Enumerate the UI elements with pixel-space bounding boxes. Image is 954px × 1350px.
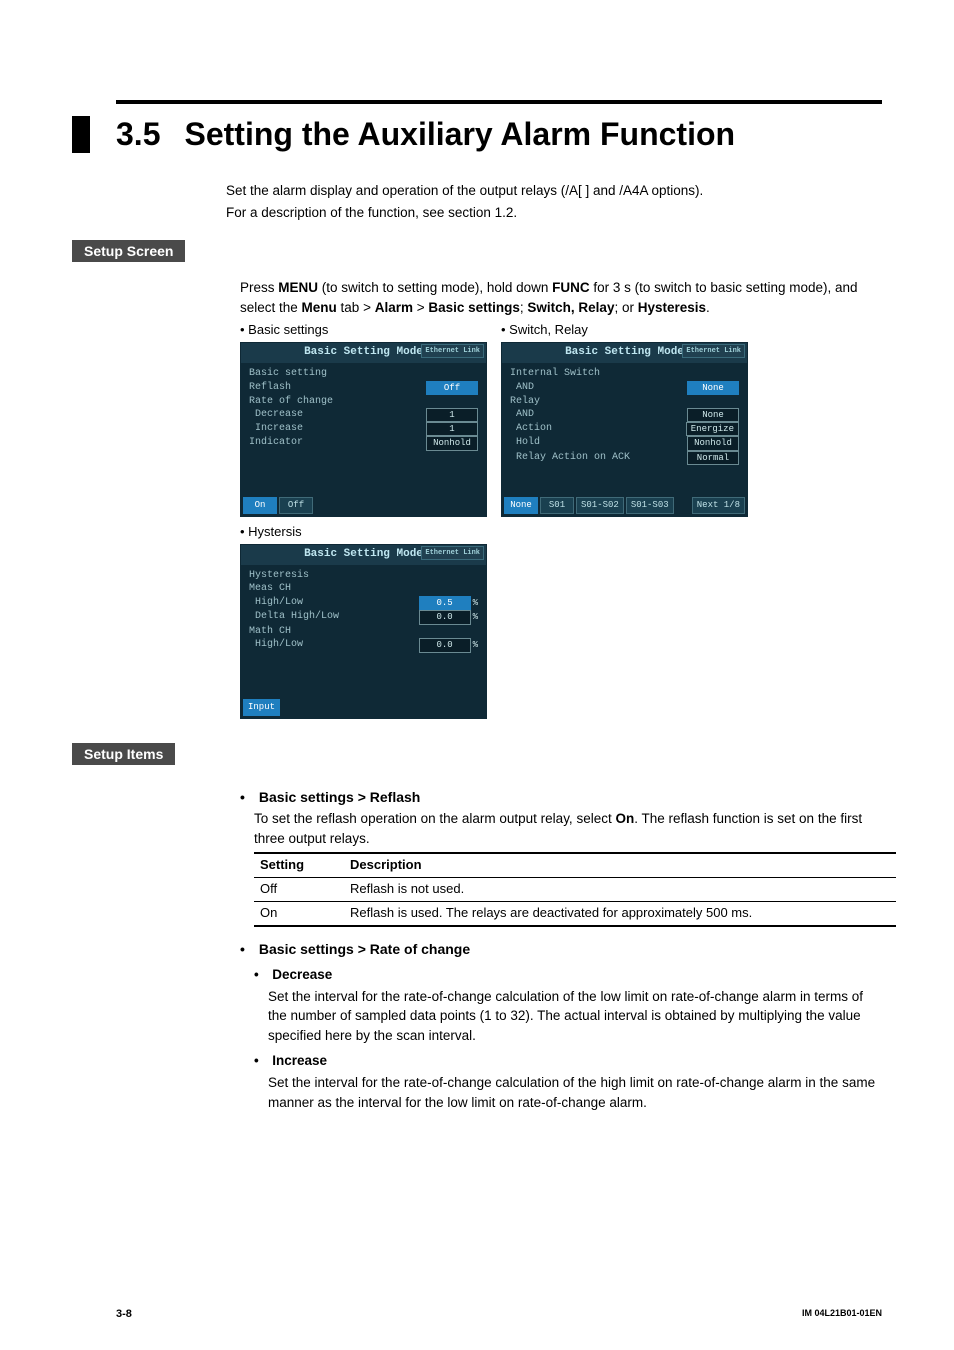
- ethernet-link-badge: Ethernet Link: [421, 546, 484, 560]
- table-cell: On: [254, 902, 344, 926]
- pm-switch: Switch, Relay: [527, 300, 614, 315]
- chapter-heading: 3.5 Setting the Auxiliary Alarm Function: [72, 116, 882, 153]
- table-row: OffReflash is not used.: [254, 878, 896, 902]
- table-row: OnReflash is used. The relays are deacti…: [254, 902, 896, 926]
- shot-row: Relay: [510, 395, 739, 409]
- heading-title: Setting the Auxiliary Alarm Function: [184, 116, 735, 153]
- pm-menu: MENU: [278, 280, 318, 295]
- press-menu-instructions: Press MENU (to switch to setting mode), …: [240, 278, 882, 317]
- shot-footer-button: None: [504, 497, 538, 514]
- shot-title: Basic Setting Mode Ethernet Link: [502, 343, 747, 363]
- table-cell: Reflash is used. The relays are deactiva…: [344, 902, 896, 926]
- reflash-heading: • Basic settings > Reflash: [240, 787, 882, 807]
- decrease-heading: • Decrease: [254, 965, 882, 985]
- ethernet-link-badge: Ethernet Link: [682, 344, 745, 358]
- increase-heading: • Increase: [254, 1051, 882, 1071]
- shot-footer-next: Next 1/8: [692, 497, 745, 514]
- shot-row: Internal Switch: [510, 367, 739, 381]
- screenshot-hysteresis: Basic Setting Mode Ethernet Link Hystere…: [240, 544, 487, 719]
- pm-t2: (to switch to setting mode), hold down: [318, 280, 552, 295]
- shot-footer-button: S01: [540, 497, 574, 514]
- screenshot-basic-settings: Basic Setting Mode Ethernet Link Basic s…: [240, 342, 487, 517]
- shot-footer-button: Input: [243, 699, 280, 716]
- ethernet-link-badge: Ethernet Link: [421, 344, 484, 358]
- shot-row: High/Low0.5%: [249, 596, 478, 611]
- shot-title: Basic Setting Mode Ethernet Link: [241, 545, 486, 565]
- pm-menu2: Menu: [302, 300, 337, 315]
- shot-row: High/Low0.0%: [249, 638, 478, 653]
- screenshot-switch-relay: Basic Setting Mode Ethernet Link Interna…: [501, 342, 748, 517]
- pm-func: FUNC: [552, 280, 590, 295]
- shot-row: ActionEnergize: [510, 422, 739, 436]
- shot-row: Delta High/Low0.0%: [249, 610, 478, 625]
- increase-paragraph: Set the interval for the rate-of-change …: [268, 1073, 882, 1112]
- shot-label-hyst: • Hystersis: [240, 523, 882, 542]
- decrease-paragraph: Set the interval for the rate-of-change …: [268, 987, 882, 1046]
- heading-bar: [72, 116, 90, 153]
- rate-heading: • Basic settings > Rate of change: [240, 939, 882, 959]
- screenshots-row-1: • Basic settings Basic Setting Mode Ethe…: [240, 321, 882, 517]
- shot-row: ANDNone: [510, 381, 739, 395]
- shot-row: Relay Action on ACKNormal: [510, 451, 739, 465]
- shot-row: ANDNone: [510, 408, 739, 422]
- pm-t5: >: [413, 300, 428, 315]
- shot-row: IndicatorNonhold: [249, 436, 478, 450]
- pm-t6: ; or: [614, 300, 637, 315]
- shot-row: Decrease1: [249, 408, 478, 422]
- shot-label-basic: • Basic settings: [240, 321, 487, 340]
- shot-footer-button: S01-S02: [576, 497, 624, 514]
- pm-alarm: Alarm: [375, 300, 413, 315]
- reflash-paragraph: To set the reflash operation on the alar…: [254, 809, 882, 848]
- doc-number: IM 04L21B01-01EN: [802, 1308, 882, 1320]
- shot-row: ReflashOff: [249, 381, 478, 395]
- table-header: Description: [344, 853, 896, 877]
- shot-title: Basic Setting Mode Ethernet Link: [241, 343, 486, 363]
- shot-row: Increase1: [249, 422, 478, 436]
- setup-items-label: Setup Items: [72, 743, 175, 765]
- page-footer: 3-8 IM 04L21B01-01EN: [0, 1308, 954, 1350]
- table-cell: Off: [254, 878, 344, 902]
- page-number: 3-8: [116, 1308, 132, 1320]
- table-header: Setting: [254, 853, 344, 877]
- shot-footer-button: On: [243, 497, 277, 514]
- shot-footer-button: Off: [279, 497, 313, 514]
- shot-label-switch: • Switch, Relay: [501, 321, 748, 340]
- setup-screen-label: Setup Screen: [72, 240, 185, 262]
- pm-basic: Basic settings: [428, 300, 520, 315]
- pm-t1: Press: [240, 280, 278, 295]
- shot-footer-button: S01-S03: [626, 497, 674, 514]
- reflash-table: SettingDescriptionOffReflash is not used…: [254, 852, 896, 927]
- pm-dot: .: [706, 300, 710, 315]
- shot-row: Rate of change: [249, 395, 478, 409]
- pm-hyst: Hysteresis: [638, 300, 706, 315]
- top-rule: [116, 100, 882, 104]
- intro-line-1: Set the alarm display and operation of t…: [226, 181, 882, 201]
- pm-t4: tab >: [337, 300, 375, 315]
- intro-line-2: For a description of the function, see s…: [226, 203, 882, 223]
- shot-row: HoldNonhold: [510, 436, 739, 450]
- heading-number: 3.5: [116, 116, 160, 153]
- table-cell: Reflash is not used.: [344, 878, 896, 902]
